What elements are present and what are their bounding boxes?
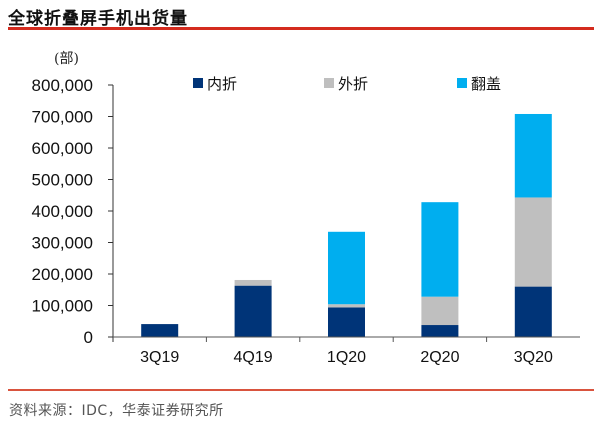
y-tick-label: 600,000 bbox=[32, 139, 93, 158]
y-tick-label: 400,000 bbox=[32, 202, 93, 221]
x-tick-label: 4Q19 bbox=[234, 349, 273, 366]
y-tick-label: 200,000 bbox=[32, 265, 93, 284]
title-divider bbox=[8, 27, 594, 30]
y-axis-ticks: 0 100,000 200,000 300,000 400,000 500,000 600,… bbox=[32, 76, 114, 347]
y-tick-label: 0 bbox=[84, 328, 93, 347]
legend-swatch bbox=[193, 78, 203, 88]
bar-segment bbox=[514, 286, 552, 337]
legend-swatch bbox=[457, 78, 467, 88]
bar-segment bbox=[514, 113, 552, 198]
bar-segment bbox=[141, 324, 179, 337]
legend-swatch bbox=[324, 78, 334, 88]
bar-segment bbox=[328, 304, 365, 308]
x-axis: 3Q19 4Q19 1Q20 2Q20 3Q20 bbox=[113, 336, 580, 366]
y-tick-label: 700,000 bbox=[32, 108, 93, 127]
legend: 内折 外折 翻盖 bbox=[193, 75, 501, 93]
bar-segment bbox=[234, 285, 272, 337]
footer-divider bbox=[8, 389, 594, 391]
chart-title: 全球折叠屏手机出货量 bbox=[8, 9, 188, 29]
x-tick-label: 3Q20 bbox=[514, 349, 553, 366]
y-unit-label: (部) bbox=[54, 51, 79, 67]
y-tick-label: 800,000 bbox=[32, 76, 93, 95]
y-tick-label: 100,000 bbox=[32, 297, 93, 316]
legend-label: 翻盖 bbox=[471, 75, 501, 93]
bar-segment bbox=[328, 307, 365, 337]
y-tick-label: 500,000 bbox=[32, 171, 93, 190]
x-tick-label: 2Q20 bbox=[420, 349, 459, 366]
x-tick-label: 3Q19 bbox=[140, 349, 179, 366]
legend-label: 内折 bbox=[207, 75, 237, 93]
bars bbox=[141, 113, 552, 337]
x-tick-label: 1Q20 bbox=[327, 349, 366, 366]
bar-segment bbox=[328, 231, 365, 305]
source-note: 资料来源：IDC，华泰证券研究所 bbox=[9, 403, 224, 419]
bar-segment bbox=[421, 325, 459, 337]
y-tick-label: 300,000 bbox=[32, 234, 93, 253]
bar-segment bbox=[234, 279, 272, 286]
legend-label: 外折 bbox=[338, 75, 368, 93]
bar-segment bbox=[421, 202, 459, 297]
bar-segment bbox=[514, 197, 552, 287]
bar-segment bbox=[421, 296, 459, 326]
